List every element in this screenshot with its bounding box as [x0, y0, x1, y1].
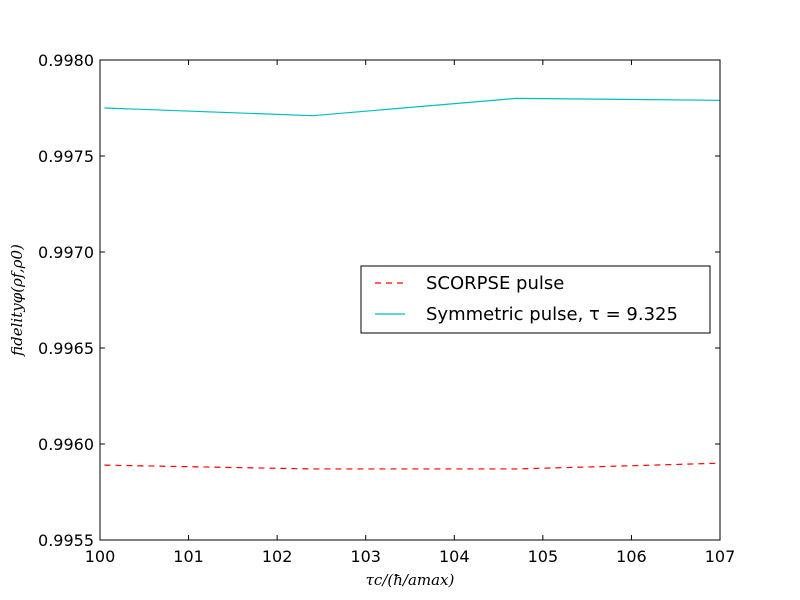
- y-tick-label: 0.9970: [38, 243, 94, 262]
- x-tick-label: 101: [173, 547, 204, 566]
- x-tick-label: 105: [528, 547, 559, 566]
- series-line-1: [104, 97, 721, 117]
- x-tick-label: 102: [262, 547, 293, 566]
- y-tick-label: 0.9975: [38, 147, 94, 166]
- legend-label-scorpse: SCORPSE pulse: [426, 273, 564, 294]
- legend: SCORPSE pulse Symmetric pulse, τ = 9.325: [360, 265, 711, 334]
- series-line-0: [104, 462, 721, 470]
- x-tick-label: 106: [616, 547, 647, 566]
- y-tick-label: 0.9980: [38, 51, 94, 70]
- x-tick-label: 100: [85, 547, 116, 566]
- plot-frame: [99, 59, 721, 541]
- y-tick-label: 0.9960: [38, 435, 94, 454]
- ticks-layer: 100 101 102 103 104 105 106 107 0.9955 0.9960 0.99…: [38, 51, 735, 566]
- x-tick-label: 107: [705, 547, 736, 566]
- x-axis-label: τc/(ħ/amax): [366, 571, 455, 589]
- legend-label-symmetric: Symmetric pulse, τ = 9.325: [426, 304, 678, 325]
- y-tick-label: 0.9965: [38, 339, 94, 358]
- y-tick-label: 0.9955: [38, 531, 94, 550]
- x-tick-label: 104: [439, 547, 470, 566]
- x-tick-label: 103: [350, 547, 381, 566]
- series-layer: [104, 97, 721, 470]
- legend-box: [360, 265, 711, 334]
- y-axis-label: fidelityφ(ρf,ρ0): [8, 244, 26, 357]
